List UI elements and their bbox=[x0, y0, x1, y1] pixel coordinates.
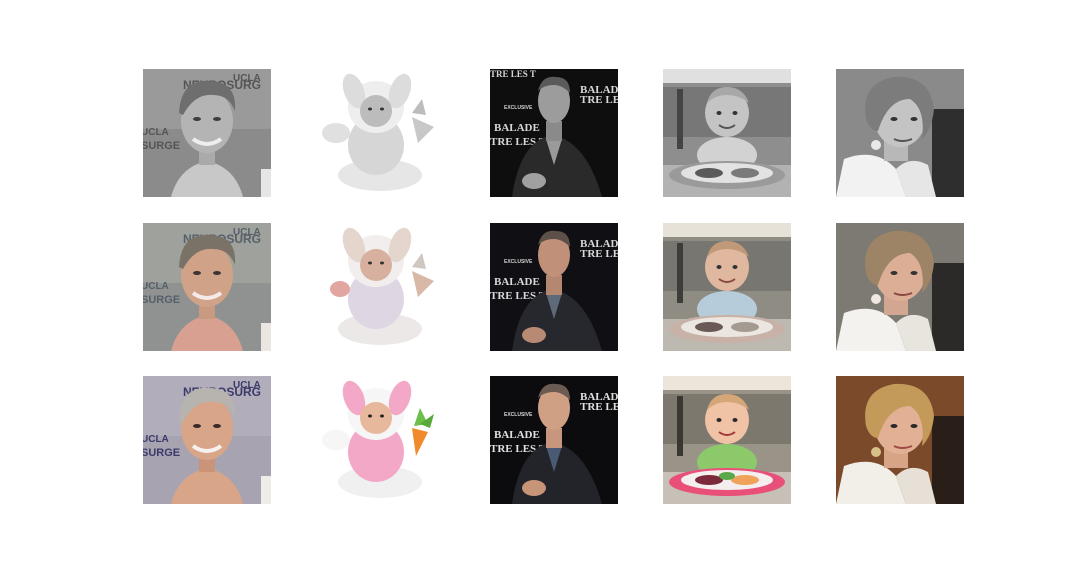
row3-man-dark-suit-image: BALADE BALADE TRE LES T TRE LES T EXCLUS… bbox=[490, 376, 618, 504]
svg-text:UCLA: UCLA bbox=[143, 434, 169, 445]
svg-text:TRE LES T: TRE LES T bbox=[580, 248, 618, 260]
svg-text:TRE LES T: TRE LES T bbox=[490, 69, 536, 79]
row3-baby-bunny-costume-image bbox=[316, 376, 444, 504]
row3-woman-blonde-hair-image bbox=[836, 376, 964, 504]
row1-woman-blonde-hair-image bbox=[836, 69, 964, 197]
svg-text:TRE LES T: TRE LES T bbox=[490, 443, 547, 455]
svg-text:EXCLUSIVE: EXCLUSIVE bbox=[504, 412, 533, 418]
svg-text:BALADE: BALADE bbox=[580, 84, 618, 96]
row2-toddler-meal-tray-image bbox=[663, 223, 791, 351]
svg-text:BALADE: BALADE bbox=[494, 429, 540, 441]
row1-woman-short-gray-hair-image: UCLA NEUROSURG UCLA SURGE bbox=[143, 69, 271, 197]
svg-text:UCLA: UCLA bbox=[143, 281, 169, 292]
row2-woman-blonde-hair-image bbox=[836, 223, 964, 351]
row2-man-dark-suit-image: BALADE BALADE TRE LES T TRE LES T EXCLUS… bbox=[490, 223, 618, 351]
svg-text:TRE LES T: TRE LES T bbox=[490, 136, 547, 148]
svg-text:UCLA: UCLA bbox=[233, 227, 261, 238]
svg-text:EXCLUSIVE: EXCLUSIVE bbox=[504, 105, 533, 111]
row1-toddler-meal-tray-image bbox=[663, 69, 791, 197]
svg-text:TRE LES T: TRE LES T bbox=[580, 94, 618, 106]
row3-toddler-meal-tray-image bbox=[663, 376, 791, 504]
svg-text:UCLA: UCLA bbox=[143, 127, 169, 138]
row3-woman-short-gray-hair-image: UCLA NEUROSURG UCLA SURGE bbox=[143, 376, 271, 504]
svg-text:SURGE: SURGE bbox=[143, 294, 180, 306]
svg-text:UCLA: UCLA bbox=[233, 380, 261, 391]
svg-text:TRE LES T: TRE LES T bbox=[580, 401, 618, 413]
row2-woman-short-gray-hair-image: UCLA NEUROSURG UCLA SURGE bbox=[143, 223, 271, 351]
svg-text:BALADE: BALADE bbox=[494, 122, 540, 134]
svg-text:BALADE: BALADE bbox=[494, 276, 540, 288]
row1-man-dark-suit-image: TRE LES T BALADE BALADE TRE LES T TRE LE… bbox=[490, 69, 618, 197]
comparison-grid: UCLA NEUROSURG UCLA SURGE bbox=[143, 69, 964, 504]
row1-baby-bunny-costume-image bbox=[316, 69, 444, 197]
svg-text:SURGE: SURGE bbox=[143, 447, 180, 459]
row2-baby-bunny-costume-image bbox=[316, 223, 444, 351]
svg-text:UCLA: UCLA bbox=[233, 73, 261, 84]
svg-text:EXCLUSIVE: EXCLUSIVE bbox=[504, 259, 533, 265]
svg-text:SURGE: SURGE bbox=[143, 140, 180, 152]
svg-text:TRE LES T: TRE LES T bbox=[490, 290, 547, 302]
svg-text:BALADE: BALADE bbox=[580, 391, 618, 403]
svg-text:BALADE: BALADE bbox=[580, 238, 618, 250]
